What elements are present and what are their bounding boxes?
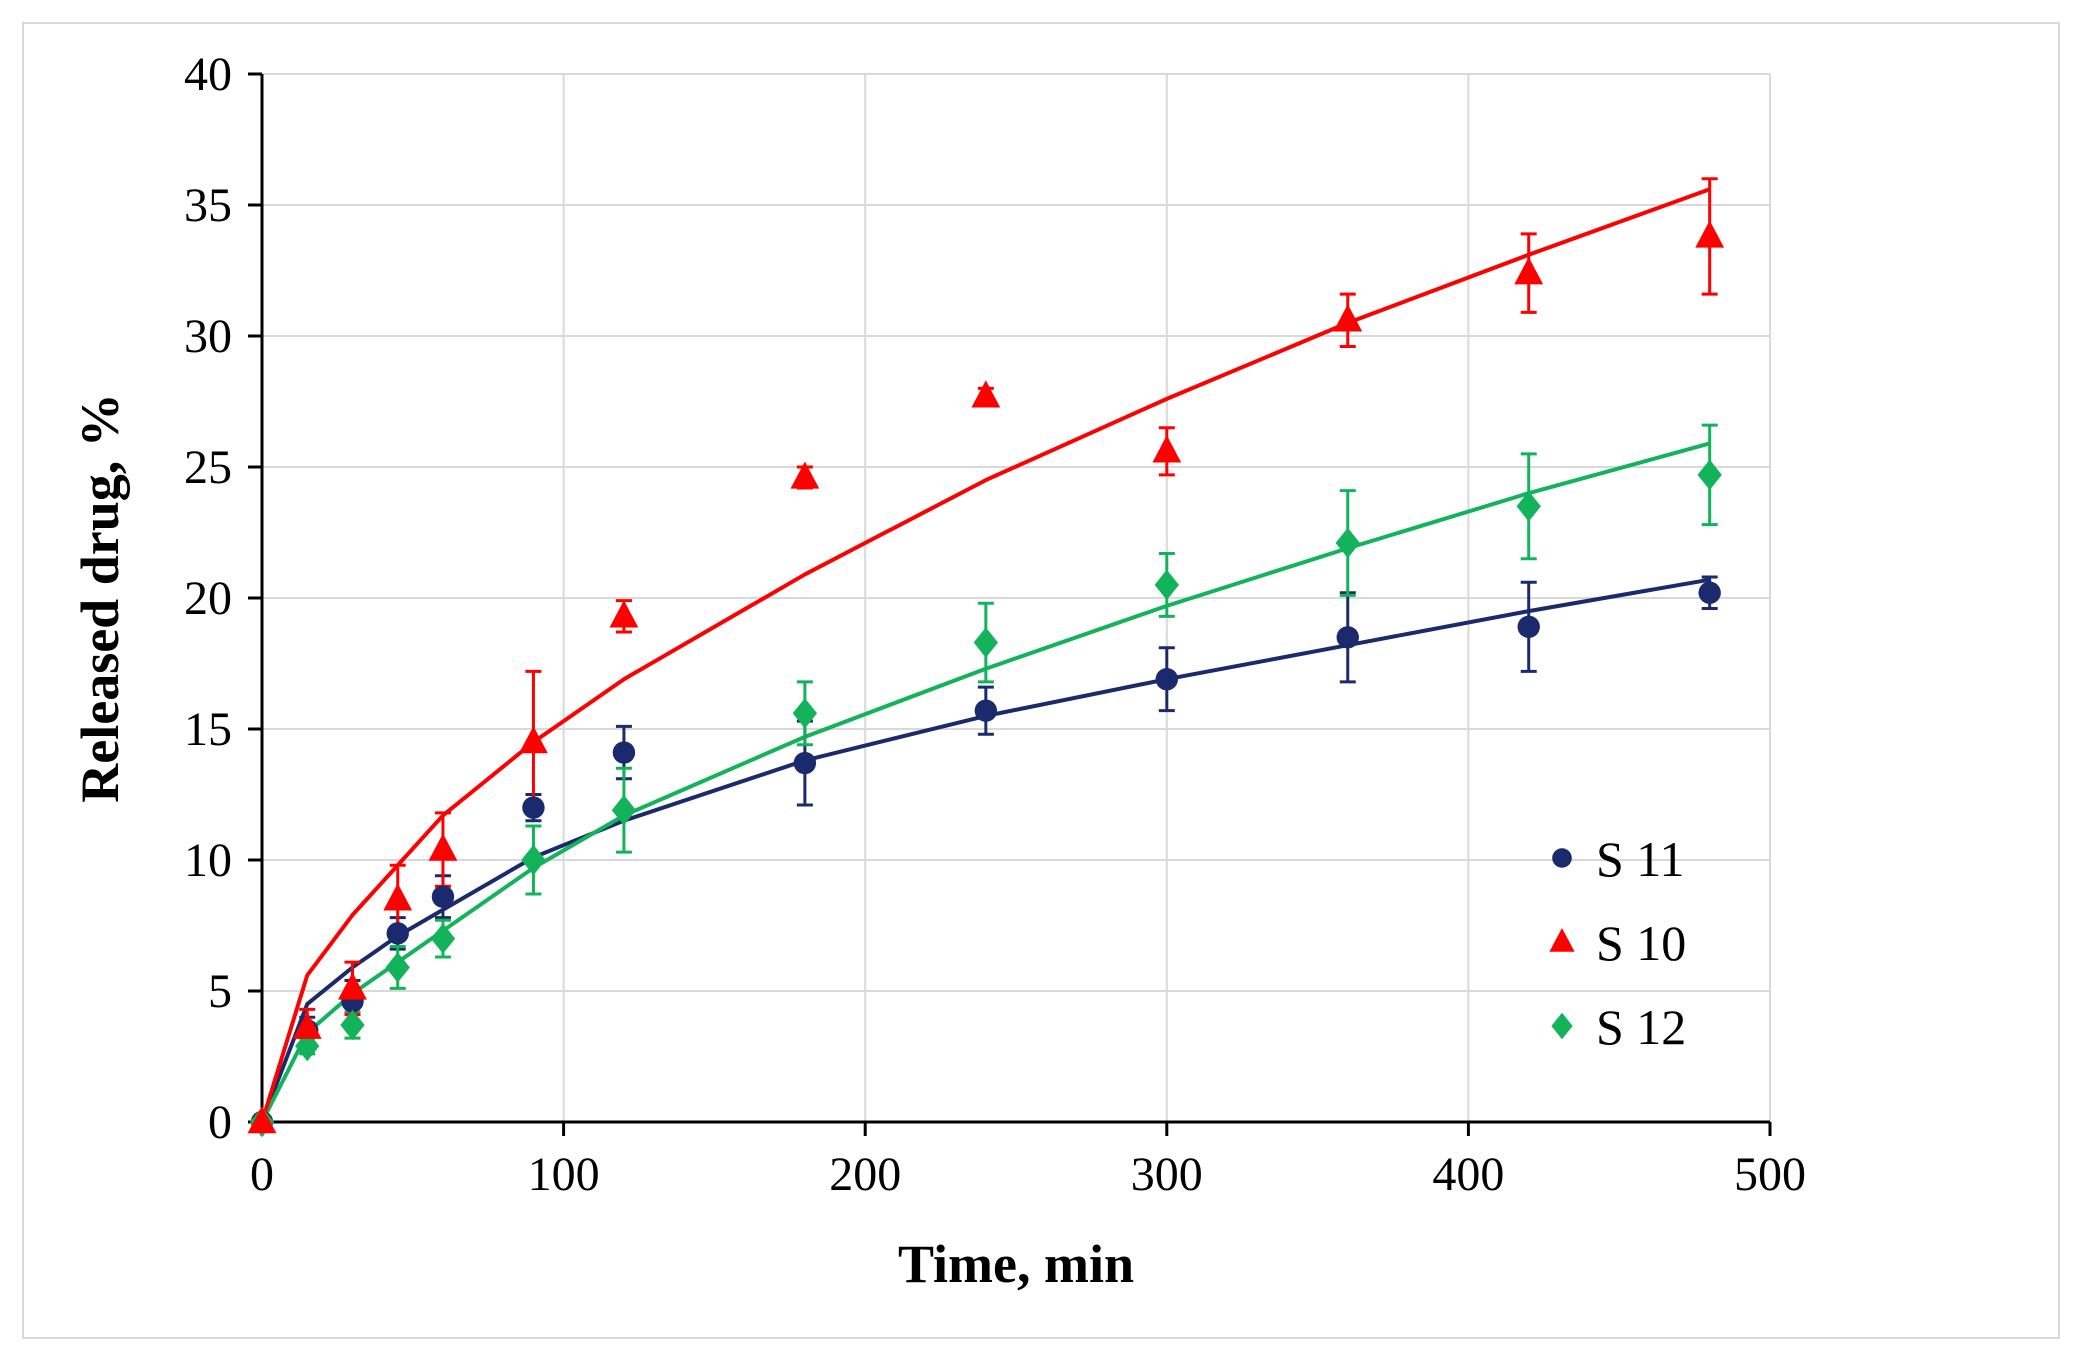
data-point-s10 bbox=[1695, 220, 1725, 248]
data-point-s10 bbox=[338, 972, 367, 1000]
data-point-s12 bbox=[1154, 569, 1179, 601]
x-tick-label: 0 bbox=[250, 1148, 274, 1201]
legend-item: S 11 bbox=[1552, 831, 1684, 887]
data-point-s10 bbox=[971, 380, 1001, 408]
y-axis-title: Released drug, % bbox=[70, 393, 130, 802]
data-point-s12 bbox=[611, 795, 637, 826]
y-tick-label: 40 bbox=[184, 48, 232, 101]
x-tick-label: 300 bbox=[1131, 1148, 1203, 1201]
legend-label: S 10 bbox=[1596, 915, 1686, 971]
data-point-s12 bbox=[792, 698, 818, 729]
legend-label: S 12 bbox=[1596, 999, 1686, 1055]
y-tick-label: 10 bbox=[184, 834, 232, 887]
data-point-s12 bbox=[1335, 527, 1360, 559]
data-point-s10 bbox=[609, 600, 639, 628]
data-point-s12 bbox=[295, 1030, 320, 1062]
legend: S 11 S 10 S 12 bbox=[1549, 831, 1686, 1055]
y-tick-label: 5 bbox=[208, 965, 232, 1018]
data-point-s10 bbox=[247, 1106, 277, 1134]
data-point-s12 bbox=[1516, 491, 1541, 522]
data-point-s11 bbox=[1336, 626, 1359, 649]
y-tick-label: 15 bbox=[184, 703, 232, 756]
legend-item: S 12 bbox=[1551, 999, 1686, 1055]
data-point-s11 bbox=[612, 741, 636, 764]
y-tick-label: 30 bbox=[184, 310, 232, 363]
data-point-s11 bbox=[1698, 581, 1721, 604]
x-tick-label: 500 bbox=[1734, 1148, 1806, 1201]
legend-marker-s10 bbox=[1549, 928, 1575, 952]
x-tick-label: 400 bbox=[1432, 1148, 1504, 1201]
y-tick-label: 20 bbox=[184, 572, 232, 625]
legend-marker-s12 bbox=[1551, 1012, 1573, 1040]
legend-marker-s11 bbox=[1552, 848, 1572, 868]
data-point-s11 bbox=[522, 796, 545, 819]
data-point-s11 bbox=[1155, 668, 1179, 691]
data-point-s11 bbox=[386, 922, 409, 945]
fit-curve-s12 bbox=[260, 441, 1711, 1123]
data-point-s10 bbox=[790, 461, 820, 489]
data-point-s12 bbox=[385, 952, 410, 983]
data-point-s12 bbox=[521, 844, 546, 876]
y-tick-label: 0 bbox=[208, 1096, 232, 1149]
data-point-s11 bbox=[793, 751, 817, 775]
x-tick-label: 200 bbox=[829, 1148, 901, 1201]
legend-label: S 11 bbox=[1596, 831, 1684, 887]
data-point-s11 bbox=[974, 699, 998, 722]
y-tick-label: 25 bbox=[184, 441, 232, 494]
x-axis-title: Time, min bbox=[898, 1234, 1134, 1294]
y-tick-label: 35 bbox=[184, 179, 232, 232]
data-point-s10 bbox=[1152, 435, 1182, 463]
axes bbox=[248, 72, 1772, 1136]
grid-lines bbox=[262, 73, 1771, 1122]
data-point-s10 bbox=[1514, 257, 1544, 285]
data-point-s11 bbox=[431, 885, 455, 908]
data-point-s12 bbox=[340, 1009, 365, 1041]
data-point-s12 bbox=[1697, 459, 1722, 491]
data-markers bbox=[247, 220, 1725, 1138]
data-point-s10 bbox=[1333, 304, 1363, 332]
data-point-s10 bbox=[519, 726, 548, 754]
data-point-s10 bbox=[292, 1011, 322, 1039]
data-point-s10 bbox=[383, 883, 413, 911]
data-point-s11 bbox=[1517, 615, 1540, 639]
x-tick-label: 100 bbox=[528, 1148, 600, 1201]
legend-item: S 10 bbox=[1549, 915, 1686, 971]
data-point-s12 bbox=[430, 923, 456, 954]
data-point-s10 bbox=[428, 833, 458, 861]
data-point-s12 bbox=[973, 627, 998, 658]
